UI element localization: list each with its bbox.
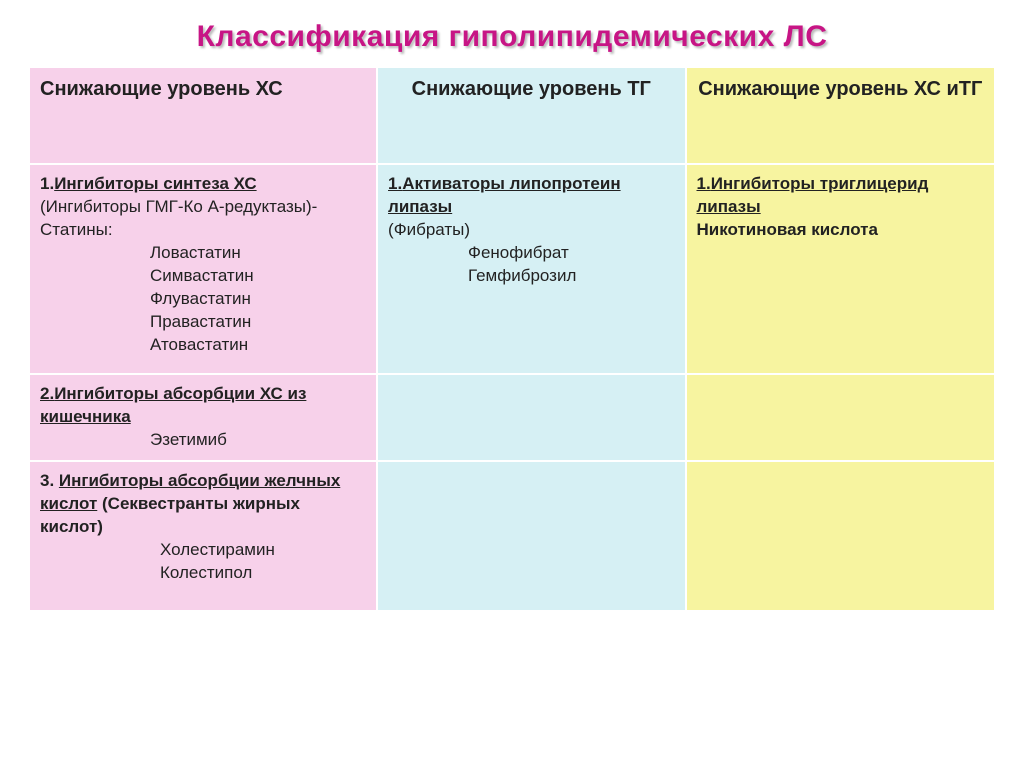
drug-list: Фенофибрат Гемфиброзил bbox=[388, 242, 674, 288]
cell-heading-2: липазы bbox=[697, 197, 761, 216]
drug-item: Фенофибрат bbox=[468, 243, 569, 262]
drug-item: Ловастатин bbox=[150, 243, 241, 262]
cell-num: 1. bbox=[388, 174, 402, 193]
cell-num: 1. bbox=[40, 174, 54, 193]
table-row: 2.Ингибиторы абсорбции ХС из кишечника Э… bbox=[30, 374, 994, 461]
table-row: 1.Ингибиторы синтеза ХС (Ингибиторы ГМГ-… bbox=[30, 164, 994, 374]
cell-r1c1: 1.Ингибиторы синтеза ХС (Ингибиторы ГМГ-… bbox=[30, 164, 377, 374]
cell-r2c1: 2.Ингибиторы абсорбции ХС из кишечника Э… bbox=[30, 374, 377, 461]
col-header-tg: Снижающие уровень ТГ bbox=[377, 68, 685, 164]
cell-empty bbox=[377, 374, 685, 461]
drug-list: Ловастатин Симвастатин Флувастатин Права… bbox=[40, 242, 366, 357]
cell-subtext: (Ингибиторы ГМГ-Ко А-редуктазы)- bbox=[40, 197, 317, 216]
cell-heading-2: липазы bbox=[388, 197, 452, 216]
cell-empty bbox=[377, 461, 685, 611]
cell-r1c3: 1.Ингибиторы триглицерид липазы Никотино… bbox=[686, 164, 995, 374]
cell-empty bbox=[686, 374, 995, 461]
cell-num: 1. bbox=[697, 174, 711, 193]
drug-item: Флувастатин bbox=[150, 289, 251, 308]
cell-heading-2: кислот bbox=[40, 494, 97, 513]
cell-heading: Ингибиторы триглицерид bbox=[711, 174, 929, 193]
header-row: Снижающие уровень ХС Снижающие уровень Т… bbox=[30, 68, 994, 164]
cell-r1c2: 1.Активаторы липопротеин липазы (Фибраты… bbox=[377, 164, 685, 374]
drug-list: Холестирамин Колестипол bbox=[40, 539, 366, 585]
drug-item: Гемфиброзил bbox=[468, 266, 576, 285]
classification-table: Снижающие уровень ХС Снижающие уровень Т… bbox=[30, 68, 994, 612]
cell-num: 3. bbox=[40, 471, 59, 490]
cell-heading: Ингибиторы абсорбции желчных bbox=[59, 471, 340, 490]
cell-heading: Ингибиторы синтеза ХС bbox=[54, 174, 256, 193]
col-header-xc-tg: Снижающие уровень ХС иТГ bbox=[686, 68, 995, 164]
cell-heading: Активаторы липопротеин bbox=[402, 174, 620, 193]
cell-r3c1: 3. Ингибиторы абсорбции желчных кислот (… bbox=[30, 461, 377, 611]
col-header-xc: Снижающие уровень ХС bbox=[30, 68, 377, 164]
table-row: 3. Ингибиторы абсорбции желчных кислот (… bbox=[30, 461, 994, 611]
slide-title: Классификация гиполипидемических ЛС bbox=[30, 20, 994, 54]
drug-item: Атовастатин bbox=[150, 335, 248, 354]
cell-num: 2. bbox=[40, 384, 54, 403]
cell-subtext: Никотиновая кислота bbox=[697, 220, 878, 239]
slide: Классификация гиполипидемических ЛС Сниж… bbox=[0, 0, 1024, 768]
cell-heading: Ингибиторы абсорбции ХС из bbox=[54, 384, 306, 403]
cell-subtext2: Статины: bbox=[40, 220, 113, 239]
drug-list: Эзетимиб bbox=[40, 429, 366, 452]
drug-item: Колестипол bbox=[160, 563, 252, 582]
drug-item: Симвастатин bbox=[150, 266, 254, 285]
drug-item: Эзетимиб bbox=[150, 430, 227, 449]
cell-empty bbox=[686, 461, 995, 611]
drug-item: Холестирамин bbox=[160, 540, 275, 559]
drug-item: Правастатин bbox=[150, 312, 251, 331]
cell-heading-2: кишечника bbox=[40, 407, 131, 426]
cell-subtext: (Фибраты) bbox=[388, 220, 470, 239]
